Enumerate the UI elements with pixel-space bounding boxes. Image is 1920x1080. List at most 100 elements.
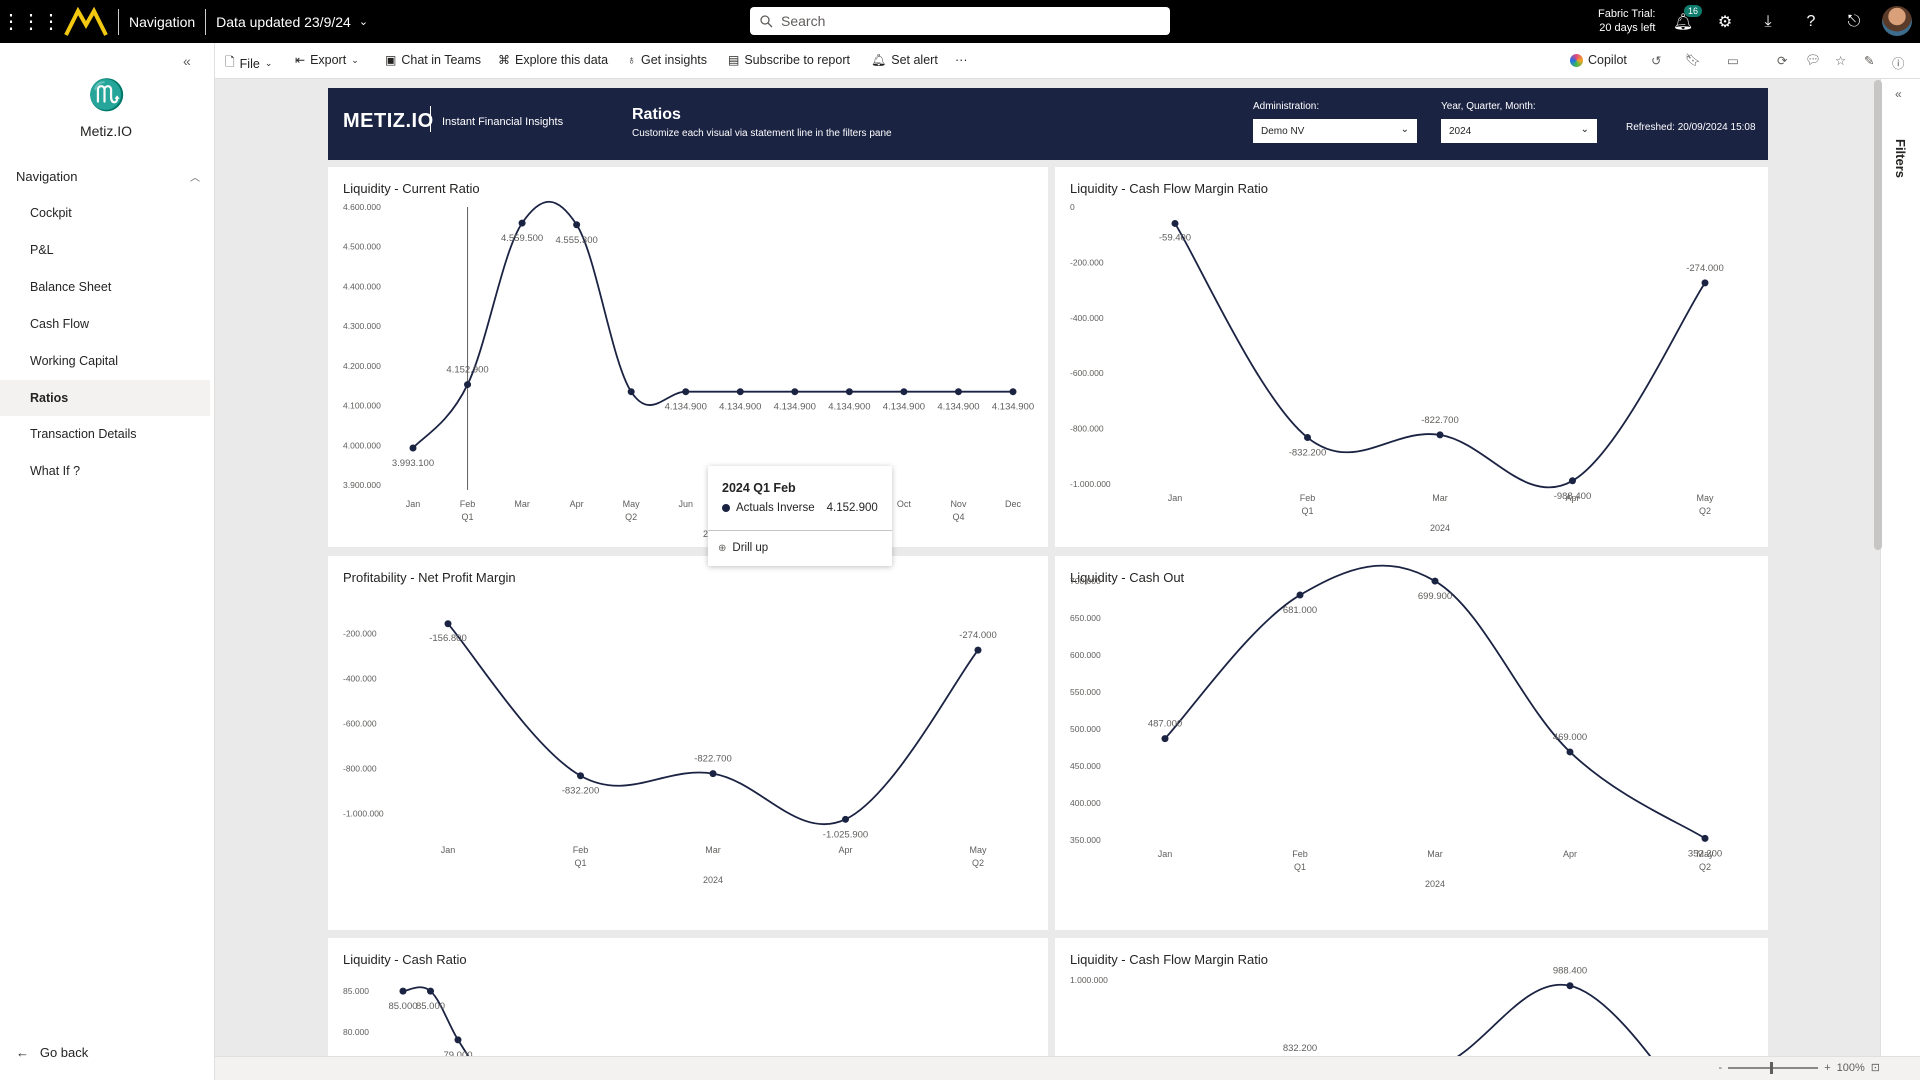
get-insights-button[interactable]: ♁ Get insights: [627, 53, 707, 67]
zoom-out-icon[interactable]: -: [1718, 1061, 1723, 1074]
expand-icon[interactable]: «: [1895, 87, 1902, 101]
data-point[interactable]: [1569, 477, 1576, 485]
comment-icon[interactable]: 💬︎: [1805, 53, 1821, 67]
sidebar-item-ratios[interactable]: Ratios: [0, 380, 210, 416]
data-point[interactable]: [845, 388, 853, 396]
sidebar-item-transaction-details[interactable]: Transaction Details: [0, 416, 210, 452]
data-point[interactable]: [1431, 577, 1439, 585]
info-icon[interactable]: ⓘ: [1892, 57, 1905, 71]
data-point[interactable]: [577, 772, 584, 780]
zoom-thumb[interactable]: [1770, 1061, 1774, 1074]
chevron-down-icon[interactable]: ⌄: [358, 16, 369, 28]
refresh-icon[interactable]: ⟳: [1777, 54, 1788, 68]
data-point[interactable]: [791, 388, 799, 396]
data-point[interactable]: [1161, 735, 1169, 743]
data-point[interactable]: [682, 388, 690, 396]
data-point[interactable]: [900, 388, 908, 396]
chart-card-current-ratio[interactable]: Liquidity - Current Ratio ↑↓⇊⋔⚲❐◔▽⎍⤢⋯ 4.…: [328, 167, 1303, 547]
chat-in-teams-button[interactable]: ▣ Chat in Teams: [385, 53, 481, 67]
data-point[interactable]: [627, 388, 635, 396]
bell-icon[interactable]: 🔔︎ 16: [1672, 5, 1702, 33]
set-alert-button[interactable]: 🔔︎ Set alert: [871, 53, 938, 67]
go-back-label: Go back: [39, 1045, 89, 1060]
chart-card-net-profit-margin[interactable]: Profitability - Net Profit Margin -200.0…: [328, 556, 1048, 930]
data-point[interactable]: [1436, 431, 1444, 439]
sidebar-item-cash-flow[interactable]: Cash Flow: [0, 306, 210, 342]
bookmark-icon[interactable]: 🔖︎: [1685, 53, 1701, 67]
data-point[interactable]: [1296, 591, 1304, 599]
export-menu[interactable]: ⇤ Export ⌄: [295, 53, 359, 67]
data-point[interactable]: [736, 388, 744, 396]
chart-card-cash-out[interactable]: Liquidity - Cash Out 700.000 650.000 600.0…: [1055, 556, 1768, 930]
view-icon[interactable]: ▭: [1727, 54, 1739, 68]
data-point[interactable]: [427, 987, 434, 995]
help-icon[interactable]: ?: [1806, 13, 1816, 30]
zoom-control[interactable]: - + 100% ⊡: [1719, 1061, 1880, 1074]
data-point[interactable]: [842, 815, 849, 823]
chart-plot[interactable]: 700.000 650.000 600.000 550.000 500.000 450.0…: [1055, 556, 1768, 930]
file-menu[interactable]: 🗋 File ⌄: [225, 53, 272, 74]
data-point[interactable]: [1701, 279, 1709, 287]
subscribe-button[interactable]: ▤ Subscribe to report: [728, 53, 850, 67]
data-point[interactable]: [1304, 434, 1311, 442]
data-label: 4.134.900: [719, 402, 761, 413]
data-point[interactable]: [1566, 748, 1574, 756]
chart-card-cash-ratio[interactable]: Liquidity - Cash Ratio 85.000 80.000 85.00…: [328, 938, 1048, 1056]
waffle-icon[interactable]: ⋮⋮⋮: [1, 11, 61, 33]
gear-icon[interactable]: ⚙: [1717, 14, 1733, 31]
sidebar-item-balance-sheet[interactable]: Balance Sheet: [0, 269, 210, 305]
zoom-in-icon[interactable]: +: [1824, 1061, 1831, 1074]
share-icon[interactable]: ⎋: [1847, 13, 1861, 30]
favorite-icon[interactable]: ☆: [1835, 54, 1847, 68]
data-point[interactable]: [1171, 219, 1179, 227]
data-point[interactable]: [409, 444, 417, 452]
fit-page-icon[interactable]: ⊡: [1870, 1062, 1880, 1074]
vertical-scrollbar[interactable]: [1874, 80, 1882, 550]
admin-slicer[interactable]: Demo NV ⌄: [1253, 119, 1417, 143]
data-point[interactable]: [1566, 982, 1574, 990]
period-slicer[interactable]: 2024 ⌄: [1441, 119, 1597, 143]
collapse-icon[interactable]: «: [183, 53, 191, 69]
chart-card-cash-flow-margin-2[interactable]: Liquidity - Cash Flow Margin Ratio 1.000…: [1055, 938, 1768, 1056]
reset-icon[interactable]: ↺: [1651, 54, 1662, 68]
more-options-button[interactable]: ···: [955, 53, 968, 67]
data-point[interactable]: [399, 987, 407, 995]
data-point[interactable]: [454, 1036, 462, 1044]
data-point[interactable]: [518, 219, 526, 227]
data-point[interactable]: [1009, 388, 1017, 396]
chart-card-cash-flow-margin[interactable]: Liquidity - Cash Flow Margin Ratio 0 -200…: [1055, 167, 1768, 547]
data-point[interactable]: [954, 388, 962, 396]
sidebar-item-cockpit[interactable]: Cockpit: [0, 195, 210, 231]
sidebar-item-pl[interactable]: P&L: [0, 232, 210, 268]
data-point[interactable]: [464, 381, 472, 389]
trial-info[interactable]: Fabric Trial: 20 days left: [1598, 7, 1655, 35]
edit-icon[interactable]: ✎: [1864, 54, 1875, 68]
zoom-slider[interactable]: [1728, 1061, 1819, 1074]
sidebar-item-what-if[interactable]: What If ?: [0, 453, 210, 489]
data-point[interactable]: [573, 221, 581, 229]
filters-pane[interactable]: « Filters: [1880, 79, 1920, 1056]
data-point[interactable]: [974, 646, 982, 654]
quarter-label: Q4: [952, 512, 964, 522]
chart-plot[interactable]: 0 -200.000 -400.000 -600.000 -800.000 -1.000.…: [1055, 167, 1768, 547]
y-tick-label: 350.000: [1070, 835, 1101, 845]
search-input[interactable]: Search: [750, 7, 1170, 35]
chart-plot[interactable]: 4.600.000 4.500.000 4.400.000 4.300.000 4.20…: [328, 167, 1048, 547]
download-icon[interactable]: ⤓: [1764, 13, 1772, 30]
chart-plot[interactable]: -200.000 -400.000 -600.000 -800.000 -1.000.0…: [328, 556, 1048, 930]
x-tick-label: Mar: [514, 499, 530, 509]
avatar[interactable]: [1882, 6, 1912, 36]
sidebar-item-working-capital[interactable]: Working Capital: [0, 343, 210, 379]
copilot-button[interactable]: Copilot: [1570, 53, 1627, 67]
go-back-button[interactable]: ← Go back: [16, 1045, 88, 1060]
data-point[interactable]: [444, 620, 452, 628]
data-updated-dropdown[interactable]: Data updated 23/9/24: [216, 13, 351, 30]
drill-up-button[interactable]: ⊕ Drill up: [718, 542, 768, 554]
explore-data-button[interactable]: ⌘ Explore this data: [498, 53, 608, 67]
nav-section-header[interactable]: Navigation ︿: [16, 169, 200, 184]
data-point[interactable]: [1701, 834, 1709, 842]
data-label: 487.000: [1148, 719, 1182, 730]
data-point[interactable]: [709, 770, 717, 778]
